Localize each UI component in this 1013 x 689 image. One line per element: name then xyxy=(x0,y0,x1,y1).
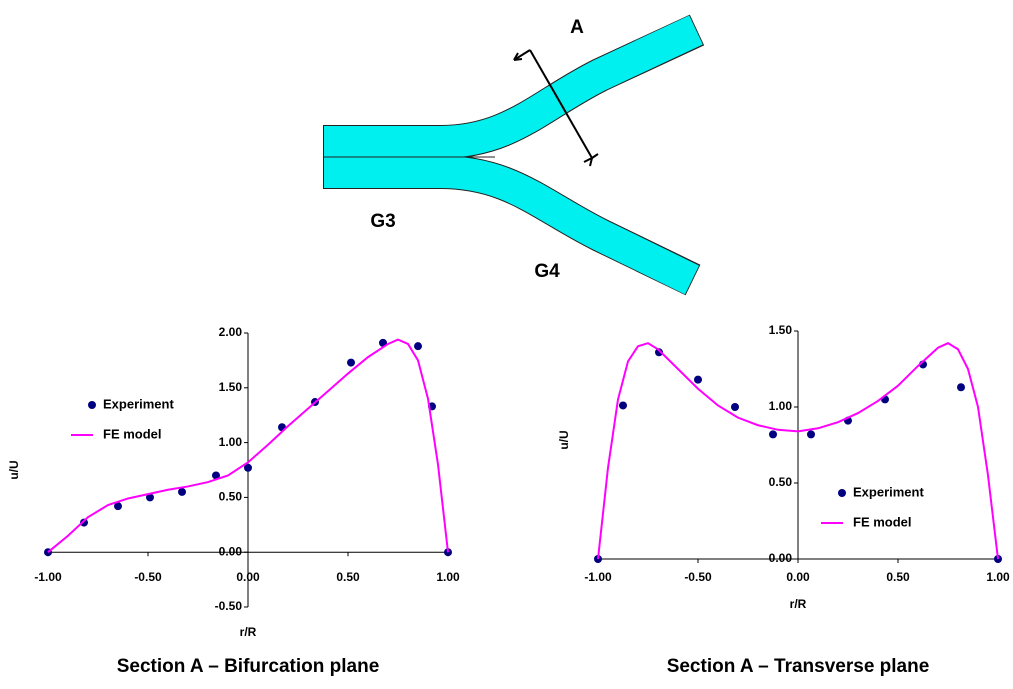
branch-label: G4 xyxy=(534,261,560,282)
branch-label: G3 xyxy=(370,211,395,232)
data-point xyxy=(347,359,355,367)
chart: -1.00 -0.50 0.00 0.50 1.00 -0.50 0.00 0.50 1.00 1… xyxy=(7,325,460,677)
x-tick-label: -0.50 xyxy=(684,570,712,584)
data-point xyxy=(731,403,739,411)
x-tick-label: -1.00 xyxy=(34,570,62,584)
y-tick-label: 0.00 xyxy=(219,544,243,558)
x-tick-label: 0.00 xyxy=(236,570,260,584)
legend-label: FE model xyxy=(103,426,162,441)
legend: Experiment FE model xyxy=(821,484,924,529)
y-tick-label: -0.50 xyxy=(215,599,243,613)
data-point xyxy=(178,488,186,496)
y-tick-label: 1.00 xyxy=(769,399,793,413)
x-axis-label: r/R xyxy=(790,597,807,611)
x-tick-label: 0.00 xyxy=(786,570,810,584)
x-tick-label: -0.50 xyxy=(134,570,162,584)
data-point xyxy=(957,383,965,391)
x-tick-label: 1.00 xyxy=(986,570,1010,584)
legend-swatch xyxy=(88,401,96,409)
chart-title: Section A – Transverse plane xyxy=(667,656,930,677)
legend-label: Experiment xyxy=(103,396,174,411)
y-tick-label: 2.00 xyxy=(219,325,243,339)
data-point xyxy=(807,430,815,438)
legend-swatch xyxy=(838,489,846,497)
legend-label: FE model xyxy=(853,514,912,529)
bifurcation-diagram: A G3 G4 xyxy=(323,17,697,282)
chart-title: Section A – Bifurcation plane xyxy=(117,656,380,677)
legend-label: Experiment xyxy=(853,484,924,499)
x-tick-label: 0.50 xyxy=(886,570,910,584)
data-point xyxy=(414,342,422,350)
data-point xyxy=(619,401,627,409)
y-tick-label: 1.00 xyxy=(219,435,243,449)
y-tick-label: 1.50 xyxy=(219,380,243,394)
y-axis-label: u/U xyxy=(557,430,571,449)
y-axis-label: u/U xyxy=(7,460,21,479)
data-point xyxy=(769,430,777,438)
y-tick-label: 1.50 xyxy=(769,323,793,337)
section-label: A xyxy=(570,17,584,38)
x-axis-label: r/R xyxy=(240,625,257,639)
x-tick-label: 0.50 xyxy=(336,570,360,584)
legend: Experiment FE model xyxy=(71,396,174,441)
data-point xyxy=(694,376,702,384)
x-tick-label: 1.00 xyxy=(436,570,460,584)
chart: -1.00 -0.50 0.00 0.50 1.00 0.00 0.50 1.00 1.50 r/… xyxy=(557,323,1010,677)
figure: A G3 G4 -1.00 -0.50 0.00 0.50 1.00 -0.50 0.00 0… xyxy=(0,0,1013,689)
x-tick-label: -1.00 xyxy=(584,570,612,584)
y-tick-label: 0.00 xyxy=(769,551,793,565)
y-tick-label: 0.50 xyxy=(769,475,793,489)
y-tick-label: 0.50 xyxy=(219,490,243,504)
